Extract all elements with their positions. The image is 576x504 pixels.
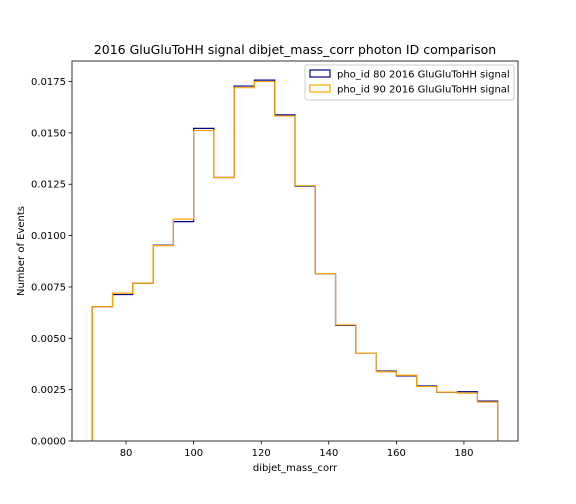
y-tick-label: 0.0025 <box>31 385 66 396</box>
x-tick-label: 80 <box>120 448 133 459</box>
legend-swatch <box>309 69 331 78</box>
chart-title: 2016 GluGluToHH signal dibjet_mass_corr … <box>94 42 496 57</box>
y-tick-label: 0.0075 <box>31 282 66 293</box>
y-axis-ticks: 0.0000 0.0025 0.0050 0.0075 0.0100 0.0125 0.01… <box>31 77 72 448</box>
x-axis-ticks: 80 100 120 140 160 180 <box>120 441 473 459</box>
legend-label: pho_id 80 2016 GluGluToHH signal <box>337 70 510 81</box>
legend: pho_id 80 2016 GluGluToHH signal pho_id 9… <box>304 64 515 101</box>
x-tick-label: 180 <box>454 448 473 459</box>
x-tick-label: 140 <box>319 448 338 459</box>
x-tick-label: 120 <box>252 448 271 459</box>
y-tick-label: 0.0175 <box>31 77 66 88</box>
y-axis-label: Number of Events <box>16 206 27 296</box>
legend-label: pho_id 90 2016 GluGluToHH signal <box>337 85 510 96</box>
plot-frame <box>71 60 519 442</box>
y-tick-label: 0.0125 <box>31 180 66 191</box>
legend-box <box>304 64 515 101</box>
series-layer <box>91 79 499 441</box>
x-tick-label: 100 <box>184 448 203 459</box>
histogram-series-1 <box>91 80 499 441</box>
legend-swatch <box>309 84 331 93</box>
y-tick-label: 0.0000 <box>31 437 66 448</box>
y-tick-label: 0.0050 <box>31 334 66 345</box>
x-axis-label: dibjet_mass_corr <box>253 463 338 474</box>
y-tick-label: 0.0150 <box>31 128 66 139</box>
y-tick-label: 0.0100 <box>31 231 66 242</box>
x-tick-label: 160 <box>387 448 406 459</box>
